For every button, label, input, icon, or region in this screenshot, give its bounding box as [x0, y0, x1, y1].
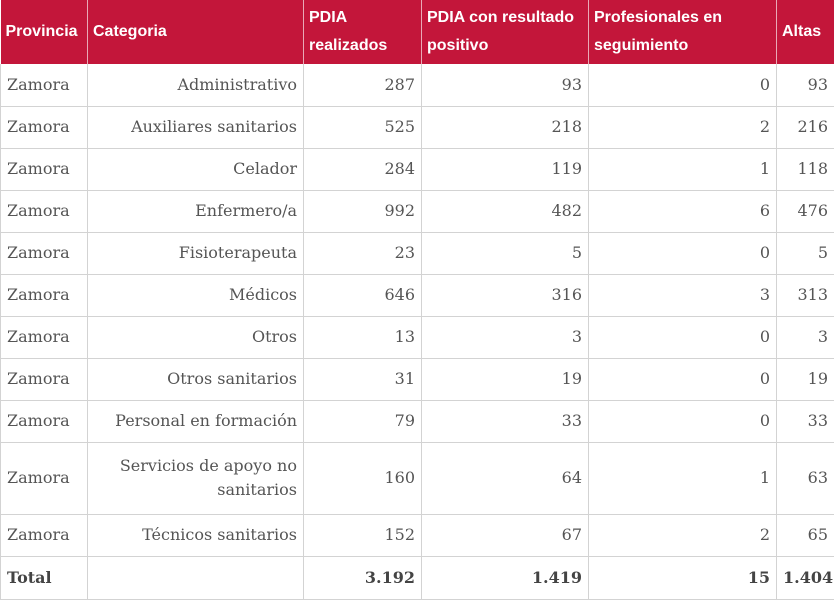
- cell-pdia-positivo: 5: [421, 232, 589, 275]
- cell-pdia-positivo: 119: [421, 148, 589, 191]
- cell-pdia-positivo: 316: [421, 274, 589, 317]
- cell-pdia-positivo: 33: [421, 400, 589, 443]
- cell-pdia-positivo: 482: [421, 190, 589, 233]
- header-provincia[interactable]: Provincia: [0, 0, 88, 64]
- header-pdia-realizados[interactable]: PDIA realizados: [303, 0, 422, 64]
- cell-altas: 118: [776, 148, 834, 191]
- cell-categoria: Celador: [87, 148, 304, 191]
- total-label: Total: [0, 556, 88, 600]
- table-row: Zamora Personal en formación 79 33 0 33: [0, 400, 834, 443]
- cell-categoria: Auxiliares sanitarios: [87, 106, 304, 149]
- cell-pdia-realizados: 23: [303, 232, 422, 275]
- cell-altas: 476: [776, 190, 834, 233]
- table-row: Zamora Enfermero/a 992 482 6 476: [0, 190, 834, 233]
- cell-seguimiento: 3: [588, 274, 777, 317]
- total-seguimiento: 15: [588, 556, 777, 600]
- cell-provincia: Zamora: [0, 400, 88, 443]
- cell-seguimiento: 2: [588, 106, 777, 149]
- cell-seguimiento: 6: [588, 190, 777, 233]
- cell-categoria: Enfermero/a: [87, 190, 304, 233]
- cell-categoria: Administrativo: [87, 64, 304, 107]
- cell-altas: 313: [776, 274, 834, 317]
- cell-altas: 5: [776, 232, 834, 275]
- cell-seguimiento: 1: [588, 148, 777, 191]
- table-row: Zamora Servicios de apoyo no sanitarios …: [0, 442, 834, 515]
- cell-pdia-positivo: 67: [421, 514, 589, 557]
- cell-pdia-realizados: 152: [303, 514, 422, 557]
- cell-categoria: Servicios de apoyo no sanitarios: [87, 442, 304, 515]
- cell-pdia-positivo: 64: [421, 442, 589, 515]
- cell-provincia: Zamora: [0, 514, 88, 557]
- cell-seguimiento: 0: [588, 358, 777, 401]
- cell-pdia-realizados: 992: [303, 190, 422, 233]
- cell-categoria: Otros sanitarios: [87, 358, 304, 401]
- cell-pdia-positivo: 218: [421, 106, 589, 149]
- cell-seguimiento: 1: [588, 442, 777, 515]
- cell-categoria: Personal en formación: [87, 400, 304, 443]
- total-altas: 1.404: [776, 556, 834, 600]
- cell-seguimiento: 0: [588, 232, 777, 275]
- header-profesionales-seguimiento[interactable]: Profesionales en seguimiento: [588, 0, 777, 64]
- cell-provincia: Zamora: [0, 274, 88, 317]
- cell-categoria: Técnicos sanitarios: [87, 514, 304, 557]
- cell-pdia-realizados: 284: [303, 148, 422, 191]
- cell-provincia: Zamora: [0, 106, 88, 149]
- table-row: Zamora Auxiliares sanitarios 525 218 2 2…: [0, 106, 834, 149]
- cell-altas: 33: [776, 400, 834, 443]
- header-categoria[interactable]: Categoria: [87, 0, 304, 64]
- cell-pdia-realizados: 79: [303, 400, 422, 443]
- table-row: Zamora Otros 13 3 0 3: [0, 316, 834, 359]
- cell-altas: 3: [776, 316, 834, 359]
- cell-pdia-realizados: 525: [303, 106, 422, 149]
- table-row: Zamora Médicos 646 316 3 313: [0, 274, 834, 317]
- table-row: Zamora Técnicos sanitarios 152 67 2 65: [0, 514, 834, 557]
- table-row: Zamora Otros sanitarios 31 19 0 19: [0, 358, 834, 401]
- total-pdia-realizados: 3.192: [303, 556, 422, 600]
- header-pdia-positivo[interactable]: PDIA con resultado positivo: [421, 0, 589, 64]
- cell-provincia: Zamora: [0, 232, 88, 275]
- header-altas[interactable]: Altas: [776, 0, 834, 64]
- total-row: Total 3.192 1.419 15 1.404: [0, 556, 834, 600]
- cell-altas: 63: [776, 442, 834, 515]
- cell-provincia: Zamora: [0, 190, 88, 233]
- cell-pdia-realizados: 160: [303, 442, 422, 515]
- table-row: Zamora Fisioterapeuta 23 5 0 5: [0, 232, 834, 275]
- total-pdia-positivo: 1.419: [421, 556, 589, 600]
- cell-pdia-realizados: 287: [303, 64, 422, 107]
- cell-categoria: Médicos: [87, 274, 304, 317]
- cell-seguimiento: 0: [588, 400, 777, 443]
- cell-seguimiento: 0: [588, 64, 777, 107]
- cell-pdia-realizados: 31: [303, 358, 422, 401]
- cell-provincia: Zamora: [0, 148, 88, 191]
- cell-provincia: Zamora: [0, 316, 88, 359]
- cell-altas: 93: [776, 64, 834, 107]
- cell-altas: 19: [776, 358, 834, 401]
- cell-categoria: Fisioterapeuta: [87, 232, 304, 275]
- total-categoria: [87, 556, 304, 600]
- cell-seguimiento: 0: [588, 316, 777, 359]
- cell-provincia: Zamora: [0, 358, 88, 401]
- cell-pdia-positivo: 93: [421, 64, 589, 107]
- cell-provincia: Zamora: [0, 442, 88, 515]
- cell-pdia-realizados: 13: [303, 316, 422, 359]
- cell-pdia-positivo: 19: [421, 358, 589, 401]
- cell-pdia-positivo: 3: [421, 316, 589, 359]
- table-header-row: Provincia Categoria PDIA realizados PDIA…: [0, 0, 834, 64]
- cell-seguimiento: 2: [588, 514, 777, 557]
- table-row: Zamora Celador 284 119 1 118: [0, 148, 834, 191]
- cell-altas: 65: [776, 514, 834, 557]
- table-row: Zamora Administrativo 287 93 0 93: [0, 64, 834, 107]
- cell-categoria: Otros: [87, 316, 304, 359]
- cell-altas: 216: [776, 106, 834, 149]
- cell-pdia-realizados: 646: [303, 274, 422, 317]
- cell-provincia: Zamora: [0, 64, 88, 107]
